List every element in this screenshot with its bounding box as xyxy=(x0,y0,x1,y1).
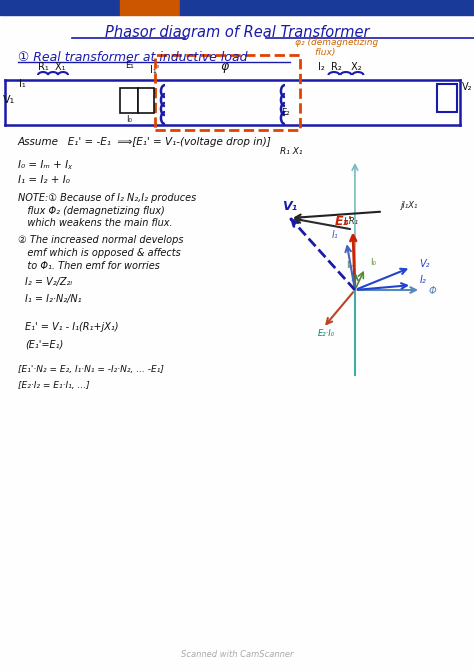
Text: Φ: Φ xyxy=(429,286,437,296)
Text: φ: φ xyxy=(220,60,228,73)
Text: jI₁X₁: jI₁X₁ xyxy=(401,200,418,210)
Text: I₁: I₁ xyxy=(331,230,338,241)
Text: I₁R₁: I₁R₁ xyxy=(344,217,359,226)
Text: V₁: V₁ xyxy=(282,200,297,213)
Text: I₂ = V₂/Z₂ₗ: I₂ = V₂/Z₂ₗ xyxy=(25,277,72,287)
Text: [E₁'·N₂ = E₂, I₁·N₁ = -I₂·N₂, ... -E₁]: [E₁'·N₂ = E₂, I₁·N₁ = -I₂·N₂, ... -E₁] xyxy=(18,365,164,374)
Text: E₁': E₁' xyxy=(335,214,353,228)
Text: to Φ₁. Then emf for worries: to Φ₁. Then emf for worries xyxy=(18,261,160,271)
Text: (E₁'=E₁): (E₁'=E₁) xyxy=(25,340,63,350)
Bar xyxy=(138,88,154,113)
Text: I₂: I₂ xyxy=(420,275,427,285)
Text: I₁ = I₂ + I₀: I₁ = I₂ + I₀ xyxy=(18,175,70,185)
Text: I₂  R₂   X₂: I₂ R₂ X₂ xyxy=(318,62,362,72)
Text: RL
load: RL load xyxy=(438,88,455,108)
Text: I₁ = I₂·N₂/N₁: I₁ = I₂·N₂/N₁ xyxy=(25,294,82,304)
Text: X₀: X₀ xyxy=(142,96,150,106)
Text: I₀: I₀ xyxy=(126,115,132,124)
Text: Scanned with CamScanner: Scanned with CamScanner xyxy=(181,651,293,659)
Text: R₀: R₀ xyxy=(125,96,133,106)
Text: Iₘ: Iₘ xyxy=(346,261,354,270)
Text: NOTE:① Because of I₂ N₂,I₂ produces: NOTE:① Because of I₂ N₂,I₂ produces xyxy=(18,193,196,203)
Bar xyxy=(0,0,120,15)
Bar xyxy=(155,55,300,130)
Text: V₁: V₁ xyxy=(3,95,15,105)
Text: I₁: I₁ xyxy=(18,79,26,89)
Text: E₂: E₂ xyxy=(281,108,289,117)
Bar xyxy=(437,84,457,112)
Text: emf which is opposed & affects: emf which is opposed & affects xyxy=(18,248,181,258)
Text: I₀ = Iₘ + Iᵪ: I₀ = Iₘ + Iᵪ xyxy=(18,160,72,170)
Text: φ₂ (demagnetizing
       flux): φ₂ (demagnetizing flux) xyxy=(295,38,378,57)
Text: E₁' = V₁ - I₁(R₁+jX₁): E₁' = V₁ - I₁(R₁+jX₁) xyxy=(25,322,118,332)
Text: Phasor diagram of Real Transformer: Phasor diagram of Real Transformer xyxy=(105,25,369,40)
Text: I₀: I₀ xyxy=(370,258,376,267)
Text: ① Real transformer at inductive load: ① Real transformer at inductive load xyxy=(18,50,247,64)
Text: flux Φ₂ (demagnetizing flux): flux Φ₂ (demagnetizing flux) xyxy=(18,206,165,216)
Text: R₁  X₁: R₁ X₁ xyxy=(38,62,66,72)
Text: [E₂·I₂ = E₁·I₁, ...]: [E₂·I₂ = E₁·I₁, ...] xyxy=(18,381,90,390)
Text: V₂: V₂ xyxy=(419,259,429,269)
Bar xyxy=(120,88,138,113)
Bar xyxy=(180,0,474,15)
Text: I₁': I₁' xyxy=(150,65,160,75)
Text: ② The increased normal develops: ② The increased normal develops xyxy=(18,235,183,245)
Text: V₂: V₂ xyxy=(462,82,473,92)
Text: R₁ X₁: R₁ X₁ xyxy=(280,147,302,155)
Bar xyxy=(120,0,180,15)
Text: E₂·I₀: E₂·I₀ xyxy=(318,329,335,338)
Text: Assume   E₁' = -E₁  ⟹[E₁' = V₁-(voltage drop in)]: Assume E₁' = -E₁ ⟹[E₁' = V₁-(voltage dro… xyxy=(18,137,272,147)
Text: E₁: E₁ xyxy=(125,61,133,70)
Text: which weakens the main flux.: which weakens the main flux. xyxy=(18,218,173,228)
